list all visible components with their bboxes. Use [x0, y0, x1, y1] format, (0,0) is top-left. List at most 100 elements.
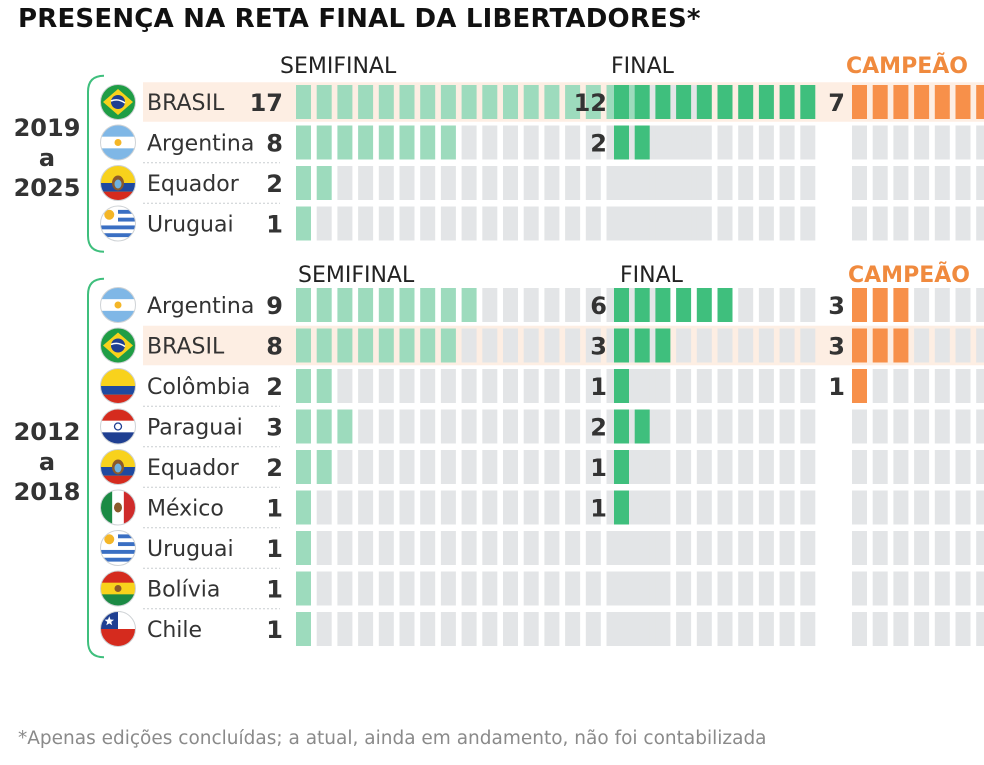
campeao-empty-cell — [934, 369, 950, 403]
final-empty-cell — [696, 571, 712, 606]
semifinal-empty-cell — [378, 490, 394, 525]
campeao-empty-cell — [872, 571, 888, 606]
semifinal-empty-cell — [440, 409, 456, 444]
final-filled-cell — [738, 85, 754, 119]
semifinal-empty-cell — [316, 206, 332, 241]
semifinal-empty-cell — [585, 369, 601, 403]
semifinal-empty-cell — [399, 490, 415, 525]
semifinal-empty-cell — [399, 531, 415, 565]
semifinal-empty-cell — [503, 571, 518, 606]
final-empty-cell — [676, 409, 692, 444]
semifinal-filled-cell — [461, 85, 477, 119]
semifinal-empty-cell — [544, 571, 560, 606]
final-empty-cell — [676, 166, 692, 200]
semifinal-empty-cell — [585, 450, 601, 484]
semifinal-empty-cell — [461, 612, 477, 646]
semifinal-filled-cell — [378, 328, 394, 363]
semifinal-empty-cell — [399, 450, 415, 484]
campeao-empty-cell — [893, 531, 909, 565]
semifinal-filled-cell — [358, 328, 374, 363]
campeao-empty-cell — [934, 166, 950, 200]
semifinal-value: 1 — [266, 616, 283, 644]
semifinal-filled-cell — [440, 85, 456, 119]
final-empty-cell — [676, 206, 692, 241]
campeao-empty-cell — [893, 571, 909, 606]
final-empty-cell — [655, 166, 671, 200]
semifinal-empty-cell — [585, 490, 601, 525]
final-empty-cell — [634, 531, 650, 565]
final-empty-cell — [738, 571, 754, 606]
semifinal-empty-cell — [440, 531, 456, 565]
final-empty-cell — [738, 328, 754, 363]
final-empty-cell — [655, 206, 671, 241]
uruguay-flag-icon — [100, 205, 136, 242]
semifinal-empty-cell — [544, 328, 560, 363]
semifinal-value: 2 — [266, 170, 283, 198]
semifinal-empty-cell — [378, 369, 394, 403]
campeao-empty-cell — [934, 531, 950, 565]
semifinal-empty-cell — [316, 490, 332, 525]
final-empty-cell — [779, 531, 795, 565]
final-filled-cell — [614, 450, 629, 484]
final-empty-cell — [696, 531, 712, 565]
campeao-filled-cell — [934, 85, 950, 119]
campeao-empty-cell — [955, 450, 971, 484]
campeao-empty-cell — [872, 166, 888, 200]
campeao-empty-cell — [852, 166, 867, 200]
final-empty-cell — [717, 328, 733, 363]
row-paraguai: Paraguai 3 2 — [100, 408, 984, 448]
semifinal-value: 9 — [266, 292, 283, 320]
final-filled-cell — [614, 85, 629, 119]
semifinal-filled-cell — [296, 612, 311, 646]
semifinal-empty-cell — [544, 612, 560, 646]
campeao-filled-cell — [872, 288, 888, 322]
semifinal-empty-cell — [420, 571, 436, 606]
final-empty-cell — [758, 531, 774, 565]
semifinal-empty-cell — [523, 409, 539, 444]
highlight-band — [143, 325, 984, 366]
final-empty-cell — [614, 531, 629, 565]
final-empty-cell — [779, 369, 795, 403]
campeao-empty-cell — [852, 409, 867, 444]
final-empty-cell — [738, 531, 754, 565]
semifinal-empty-cell — [544, 409, 560, 444]
campeao-filled-cell — [893, 288, 909, 322]
semifinal-empty-cell — [358, 409, 374, 444]
row-uruguai: Uruguai 1 — [100, 205, 984, 242]
campeao-empty-cell — [934, 328, 950, 363]
row-uruguai: Uruguai 1 — [100, 530, 984, 569]
final-empty-cell — [634, 571, 650, 606]
period-label: 2012 — [14, 418, 81, 446]
campeao-empty-cell — [914, 612, 930, 646]
semifinal-empty-cell — [337, 450, 353, 484]
period-bracket — [87, 277, 105, 659]
semifinal-empty-cell — [316, 531, 332, 565]
campeao-empty-cell — [872, 612, 888, 646]
semifinal-empty-cell — [378, 450, 394, 484]
campeao-empty-cell — [914, 328, 930, 363]
semifinal-empty-cell — [523, 206, 539, 241]
final-empty-cell — [738, 369, 754, 403]
country-label: Uruguai — [147, 537, 234, 562]
final-empty-cell — [676, 571, 692, 606]
semifinal-empty-cell — [399, 571, 415, 606]
chart-title: PRESENÇA NA RETA FINAL DA LIBERTADORES* — [18, 4, 701, 34]
campeao-empty-cell — [852, 125, 867, 160]
semifinal-filled-cell — [461, 288, 477, 322]
country-label: Equador — [147, 456, 240, 481]
semifinal-empty-cell — [420, 206, 436, 241]
final-value: 1 — [590, 454, 607, 482]
semifinal-empty-cell — [585, 166, 601, 200]
semifinal-empty-cell — [482, 571, 498, 606]
campeao-empty-cell — [893, 166, 909, 200]
campeao-empty-cell — [852, 490, 867, 525]
final-filled-cell — [696, 288, 712, 322]
final-empty-cell — [779, 206, 795, 241]
campeao-empty-cell — [893, 125, 909, 160]
semifinal-filled-cell — [420, 85, 436, 119]
campeao-empty-cell — [955, 328, 971, 363]
campeao-value: 1 — [828, 373, 845, 401]
semifinal-empty-cell — [337, 571, 353, 606]
